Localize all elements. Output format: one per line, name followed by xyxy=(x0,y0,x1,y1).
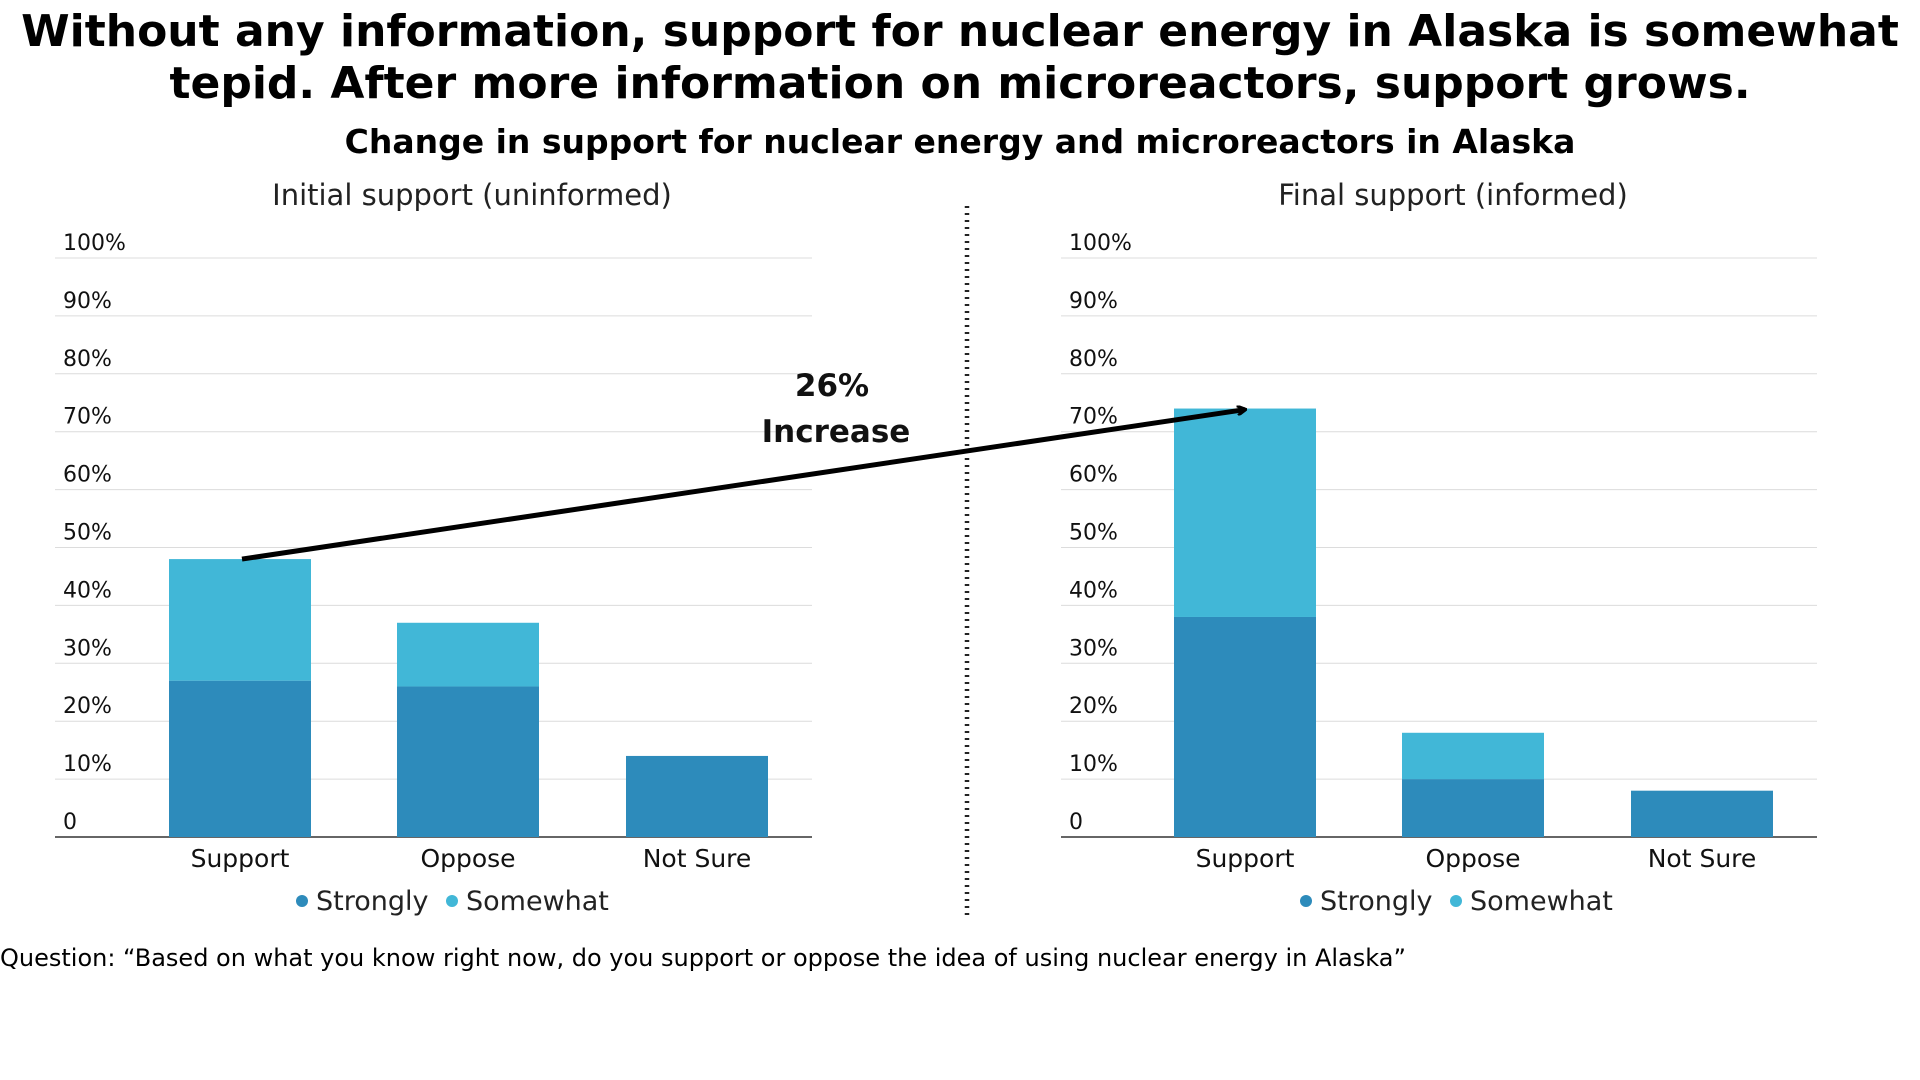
y-tick-label: 60% xyxy=(1069,463,1118,488)
headline: Without any information, support for nuc… xyxy=(21,6,1899,109)
question-footnote: Question: “Based on what you know right … xyxy=(0,944,1406,972)
x-category-label: Oppose xyxy=(1425,844,1520,873)
y-tick-label: 100% xyxy=(1069,231,1132,256)
y-tick-label: 80% xyxy=(1069,347,1118,372)
y-tick-label: 20% xyxy=(63,694,112,719)
legend-dot xyxy=(1450,895,1462,907)
y-tick-label: 0 xyxy=(63,810,77,835)
bar-support-strongly xyxy=(1174,616,1316,837)
y-tick-label: 80% xyxy=(63,347,112,372)
legend-label: Strongly xyxy=(316,886,429,917)
bar-oppose-strongly xyxy=(1402,779,1544,837)
increase-annotation-label: Increase xyxy=(762,414,911,450)
bar-oppose-strongly xyxy=(397,686,539,837)
y-tick-label: 30% xyxy=(1069,636,1118,661)
y-tick-label: 70% xyxy=(1069,405,1118,430)
y-tick-label: 10% xyxy=(1069,752,1118,777)
y-tick-label: 100% xyxy=(63,231,126,256)
legend-dot xyxy=(1300,895,1312,907)
y-tick-label: 40% xyxy=(63,578,112,603)
y-tick-label: 50% xyxy=(63,521,112,546)
legend: Strongly Somewhat xyxy=(1300,886,1613,917)
y-tick-label: 70% xyxy=(63,405,112,430)
legend-label: Somewhat xyxy=(466,886,609,917)
increase-arrow xyxy=(241,410,1245,562)
x-category-label: Not Sure xyxy=(643,844,752,873)
y-tick-label: 10% xyxy=(63,752,112,777)
panel-initial: Initial support (uninformed) 0 10% 20% 30% 40… xyxy=(55,178,812,917)
bar-support-somewhat xyxy=(1174,408,1316,617)
x-category-label: Support xyxy=(1196,844,1295,873)
bar-support-strongly xyxy=(169,680,311,837)
panel-title: Final support (informed) xyxy=(1278,178,1628,212)
y-tick-label: 30% xyxy=(63,636,112,661)
chart-subtitle: Change in support for nuclear energy and… xyxy=(344,122,1576,161)
increase-annotation-value: 26% xyxy=(795,368,869,404)
legend-dot xyxy=(446,895,458,907)
legend: Strongly Somewhat xyxy=(296,886,609,917)
y-tick-label: 60% xyxy=(63,463,112,488)
bar-oppose-somewhat xyxy=(397,622,539,687)
y-tick-label: 40% xyxy=(1069,578,1118,603)
y-tick-label: 90% xyxy=(63,289,112,314)
x-category-label: Oppose xyxy=(420,844,515,873)
y-tick-label: 90% xyxy=(1069,289,1118,314)
legend-label: Strongly xyxy=(1320,886,1433,917)
bar-support-somewhat xyxy=(169,559,311,681)
y-tick-label: 0 xyxy=(1069,810,1083,835)
y-tick-label: 50% xyxy=(1069,521,1118,546)
legend-dot xyxy=(296,895,308,907)
x-category-label: Support xyxy=(191,844,290,873)
bar-oppose-somewhat xyxy=(1402,732,1544,780)
legend-label: Somewhat xyxy=(1470,886,1613,917)
x-category-label: Not Sure xyxy=(1648,844,1757,873)
panel-final: Final support (informed) 0 10% 20% 30% 40% 50%… xyxy=(1061,178,1817,917)
bar-not-sure-strongly xyxy=(1631,790,1773,837)
bar-not-sure-strongly xyxy=(626,755,768,837)
panel-title: Initial support (uninformed) xyxy=(272,178,672,212)
y-tick-label: 20% xyxy=(1069,694,1118,719)
